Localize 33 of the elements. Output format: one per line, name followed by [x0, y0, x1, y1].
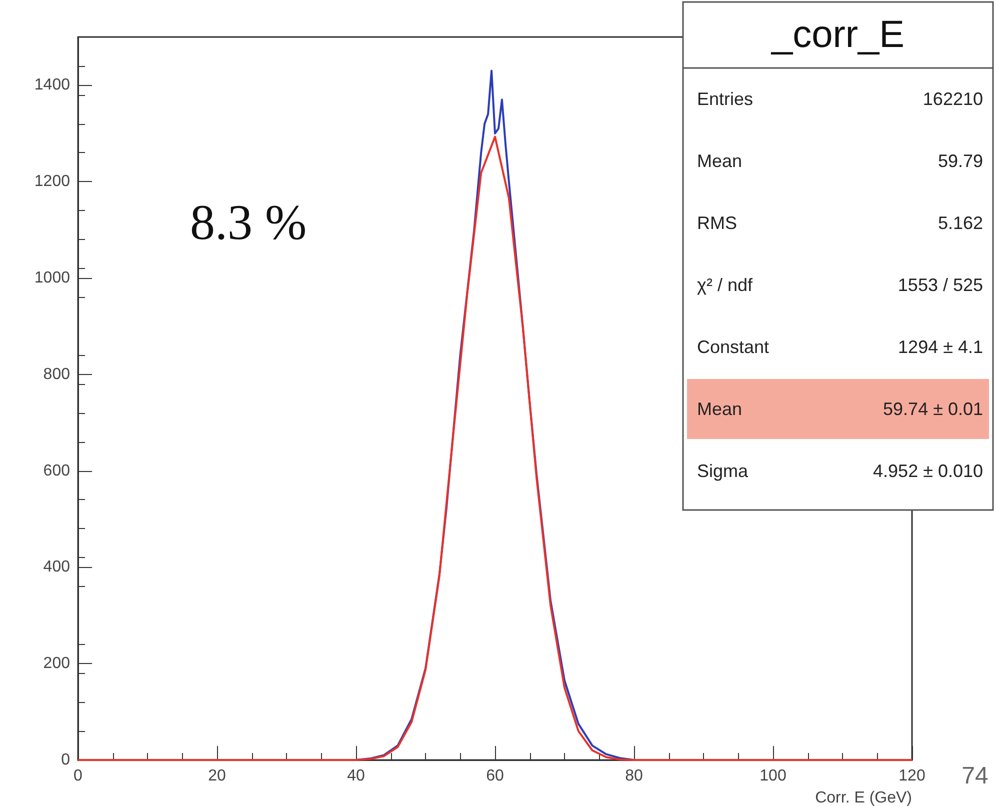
annotation: 4.952 ± 0.010 — [873, 461, 983, 481]
y-tick-label: 1000 — [34, 270, 70, 286]
y-tick-label: 400 — [43, 558, 70, 576]
x-tick-label: 120 — [898, 768, 926, 784]
x-tick-label: 0 — [74, 768, 83, 784]
x-tick-label: 80 — [625, 768, 643, 784]
annotation: Mean — [697, 399, 742, 419]
annotation: RMS — [697, 213, 737, 233]
annotation: Entries — [697, 89, 754, 109]
annotation: Constant — [697, 337, 770, 357]
text: 5.162 — [938, 213, 983, 233]
x-tick-label: 60 — [486, 768, 504, 784]
x-tick-label: 40 — [347, 768, 365, 784]
y-tick-label: 200 — [43, 655, 70, 672]
annotation: 1553 / 525 — [898, 275, 983, 295]
x-tick-label: 100 — [760, 768, 786, 784]
y-tick-label: 600 — [43, 462, 70, 480]
text: 74 — [962, 762, 988, 790]
x-tick-label: 20 — [208, 768, 226, 784]
y-tick-label: 800 — [43, 366, 70, 383]
annotation: χ² / ndf — [697, 275, 754, 295]
annotation: Mean — [697, 151, 742, 171]
y-tick-label: 1200 — [34, 173, 70, 190]
annotation: 1294 ± 4.1 — [898, 337, 983, 357]
y-tick-label: 1400 — [34, 76, 70, 94]
annotation: 59.74 ± 0.01 — [883, 399, 983, 419]
annotation: Sigma — [697, 461, 750, 481]
text: 59.79 — [938, 151, 983, 171]
text: 162210 — [922, 89, 983, 109]
chart-title: _corr_E — [770, 14, 905, 56]
y-tick-label: 0 — [61, 752, 70, 768]
annotation: 8.3 % — [190, 194, 307, 250]
x-axis-title: Corr. E (GeV) — [815, 790, 912, 806]
